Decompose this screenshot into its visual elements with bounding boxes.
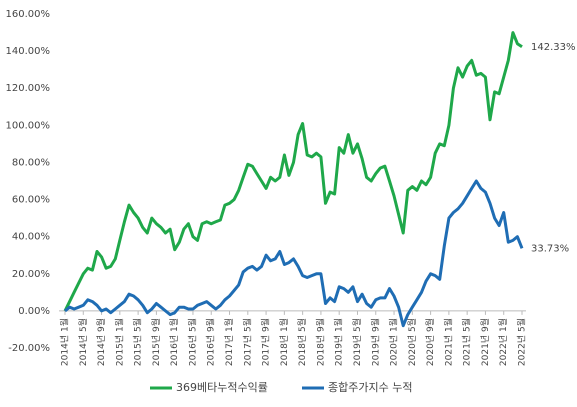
y-tick-label: 160.00% <box>6 9 51 20</box>
y-tick-label: 20.00% <box>12 269 50 280</box>
series-line <box>64 179 524 328</box>
x-tick-label: 2019년 1월 <box>333 318 345 366</box>
x-tick-label: 2016년 5월 <box>186 318 198 366</box>
x-tick-label: 2015년 1월 <box>113 318 125 366</box>
x-tick-label: 2019년 9월 <box>369 318 381 366</box>
series-line <box>63 31 523 312</box>
y-tick-label: 0.00% <box>18 306 50 317</box>
x-tick-label: 2015년 9월 <box>150 318 162 366</box>
x-tick-label: 2021년 9월 <box>479 318 491 366</box>
x-tick-label: 2014년 1월 <box>59 318 71 366</box>
x-tick-label: 2015년 5월 <box>132 318 144 366</box>
x-tick-label: 2018년 9월 <box>314 318 326 366</box>
x-tick-label: 2017년 1월 <box>223 318 235 366</box>
y-tick-label: 60.00% <box>12 195 50 206</box>
x-tick-label: 2021년 5월 <box>461 318 473 366</box>
x-tick-label: 2022년 5월 <box>516 318 528 366</box>
y-tick-label: 100.00% <box>6 120 51 131</box>
y-tick-label: 40.00% <box>12 232 50 243</box>
x-tick-label: 2017년 5월 <box>241 318 253 366</box>
x-tick-label: 2014년 9월 <box>95 318 107 366</box>
y-tick-label: -20.00% <box>8 343 50 354</box>
x-tick-label: 2021년 1월 <box>442 318 454 366</box>
legend-label: 369베타누적수익률 <box>176 381 268 394</box>
y-tick-label: 140.00% <box>6 46 51 57</box>
x-tick-label: 2014년 5월 <box>77 318 89 366</box>
x-tick-label: 2019년 5월 <box>351 318 363 366</box>
data-label: 142.33% <box>531 42 576 53</box>
x-tick-label: 2020년 1월 <box>388 318 400 366</box>
y-tick-label: 120.00% <box>6 83 51 94</box>
data-label: 33.73% <box>531 243 569 254</box>
x-tick-label: 2017년 9월 <box>260 318 272 366</box>
x-tick-label: 2022년 1월 <box>497 318 509 366</box>
x-tick-label: 2018년 1월 <box>278 318 290 366</box>
x-tick-label: 2018년 5월 <box>296 318 308 366</box>
x-tick-label: 2016년 1월 <box>168 318 180 366</box>
x-tick-label: 2020년 5월 <box>406 318 418 366</box>
x-tick-label: 2020년 9월 <box>424 318 436 366</box>
x-tick-label: 2016년 9월 <box>205 318 217 366</box>
legend-label: 종합주가지수 누적 <box>328 381 412 394</box>
y-tick-label: 80.00% <box>12 157 50 168</box>
